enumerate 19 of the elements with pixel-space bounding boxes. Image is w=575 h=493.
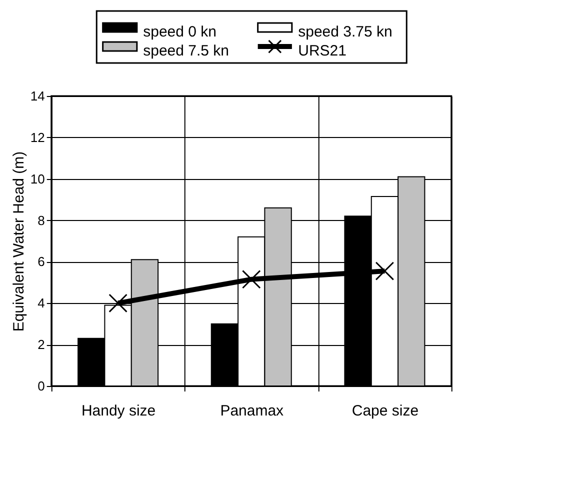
x-tick-label: Handy size (81, 402, 156, 420)
legend-label: URS21 (298, 42, 346, 60)
y-tick-label: 4 (38, 296, 45, 311)
y-tick-label: 14 (30, 88, 45, 104)
y-tick-label: 6 (38, 254, 45, 270)
legend-label: speed 7.5 kn (143, 42, 230, 60)
y-axis-title: Equivalent Water Head (m) (10, 151, 28, 332)
point (242, 270, 261, 289)
y-tick-label: 2 (38, 337, 45, 352)
legend-label: speed 0 kn (143, 23, 217, 40)
y-tick-label: 10 (30, 171, 45, 186)
y-tick-label: 0 (38, 378, 45, 394)
point (375, 262, 394, 280)
x-tick-label: Cape size (352, 402, 419, 420)
legend-label: speed 3.75 kn (298, 23, 392, 40)
y-tick-label: 12 (30, 130, 45, 145)
x-tick-label: Panamax (220, 402, 284, 420)
point (108, 294, 128, 313)
y-tick-label: 8 (38, 212, 45, 228)
